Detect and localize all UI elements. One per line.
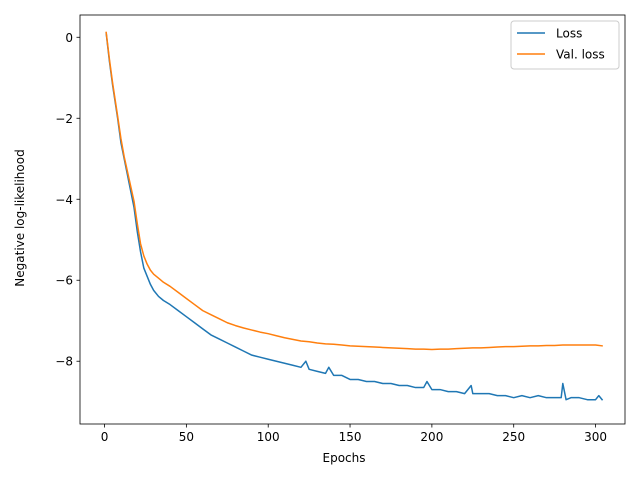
- x-tick-label: 0: [101, 430, 109, 444]
- series-line-val-loss: [105, 31, 603, 351]
- x-tick-label: 200: [420, 430, 443, 444]
- x-axis-label: Epochs: [323, 451, 366, 465]
- series-layer: [105, 31, 604, 401]
- y-tick-label: −8: [55, 355, 73, 369]
- axes-frame: [79, 14, 626, 425]
- x-tick-label: 50: [179, 430, 194, 444]
- y-tick-label: −6: [55, 274, 73, 288]
- y-tick-label: −4: [55, 193, 73, 207]
- x-tick-label: 300: [584, 430, 607, 444]
- y-tick-label: −2: [55, 112, 73, 126]
- x-tick-label: 150: [339, 430, 362, 444]
- y-axis-label: Negative log-likelihood: [13, 149, 27, 286]
- legend-label: Loss: [556, 27, 582, 41]
- series-line-loss: [105, 32, 604, 401]
- legend: Loss Val. loss: [510, 20, 620, 70]
- plot-background: [80, 15, 625, 424]
- x-tick-label: 250: [502, 430, 525, 444]
- y-tick-label: 0: [65, 31, 73, 45]
- axes-layer: 0 50 100 150 200 250 300 0 −2 −4 −6 −8: [55, 14, 626, 444]
- legend-label: Val. loss: [556, 48, 605, 62]
- plot-area: [80, 15, 625, 424]
- x-tick-label: 100: [257, 430, 280, 444]
